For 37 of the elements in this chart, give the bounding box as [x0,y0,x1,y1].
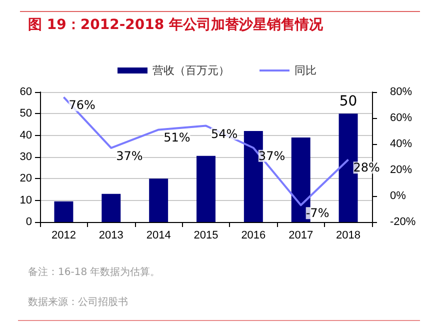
x-tick-label: 2013 [98,230,124,242]
y-tick-label: 60 [20,86,32,98]
y-tick-label: 50 [20,108,32,120]
y2-tick-label: 0% [390,190,406,202]
y-tick-label: 0 [26,216,32,228]
y-tick-label: 10 [20,194,32,206]
legend-label: 营收（百万元） [152,64,230,77]
legend-label: 同比 [294,64,316,77]
text: 备注：16-18 年数据为估算。 [28,266,160,279]
data-label: 37% [116,148,143,163]
x-tick-label: 2018 [336,230,361,242]
y2-tick-label: 60% [390,112,412,124]
x-tick-label: 2014 [146,230,171,242]
data-label: 51% [164,130,190,145]
chart-title: 图 19：2012-2018 年公司加替沙星销售情况 [28,16,323,34]
data-label: 54% [211,126,238,141]
bar [54,201,74,222]
y2-tick-label: 20% [390,164,412,176]
y-tick-label: 40 [20,129,32,142]
y2-tick-label: 40% [390,138,412,150]
x-tick-label: 2012 [51,230,76,242]
x-tick-label: 2016 [241,230,266,242]
y-tick-label: 30 [20,151,32,163]
data-label: 50 [339,94,358,110]
data-label: 28% [353,160,380,175]
source-note: 数据来源：公司招股书 [28,296,128,309]
y2-tick-label: -20% [390,216,416,228]
x-tick-label: 2015 [194,230,218,242]
y2-tick-label: 80% [390,86,412,98]
data-label: -7% [306,206,330,220]
x-tick-label: 2017 [288,230,314,242]
y-tick-label: 20 [20,172,32,185]
bar [196,156,216,222]
data-label: 76% [68,98,96,112]
bar [149,178,168,222]
data-label: 37% [258,148,286,163]
bar [102,194,121,222]
